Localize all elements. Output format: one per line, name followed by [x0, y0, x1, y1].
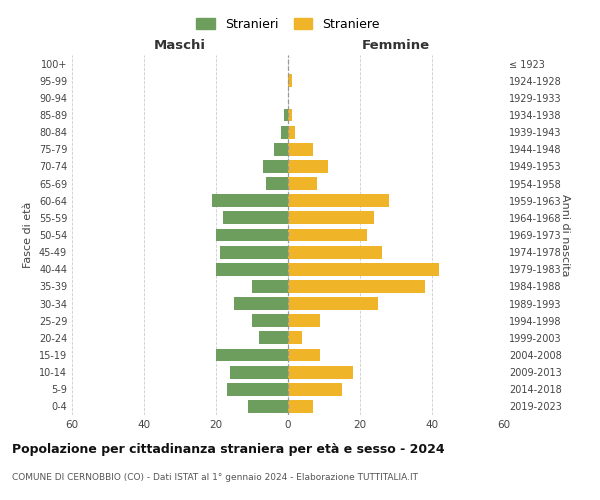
Text: Femmine: Femmine — [362, 38, 430, 52]
Bar — [288, 383, 342, 396]
Text: COMUNE DI CERNOBBIO (CO) - Dati ISTAT al 1° gennaio 2024 - Elaborazione TUTTITAL: COMUNE DI CERNOBBIO (CO) - Dati ISTAT al… — [12, 472, 418, 482]
Bar — [288, 400, 313, 413]
Text: Popolazione per cittadinanza straniera per età e sesso - 2024: Popolazione per cittadinanza straniera p… — [12, 442, 445, 456]
Legend: Stranieri, Straniere: Stranieri, Straniere — [193, 14, 383, 34]
Bar — [288, 246, 382, 258]
Bar — [288, 314, 320, 327]
Bar — [288, 280, 425, 293]
Bar — [252, 280, 288, 293]
Bar — [216, 348, 288, 362]
Bar — [216, 263, 288, 276]
Bar — [274, 143, 288, 156]
Bar — [212, 194, 288, 207]
Bar — [288, 332, 302, 344]
Bar — [288, 74, 292, 87]
Bar — [248, 400, 288, 413]
Bar — [263, 160, 288, 173]
Text: Maschi: Maschi — [154, 38, 206, 52]
Bar — [284, 108, 288, 122]
Bar — [288, 297, 378, 310]
Bar — [234, 297, 288, 310]
Bar — [288, 366, 353, 378]
Y-axis label: Anni di nascita: Anni di nascita — [560, 194, 570, 276]
Bar — [227, 383, 288, 396]
Bar — [266, 177, 288, 190]
Bar — [288, 348, 320, 362]
Bar — [259, 332, 288, 344]
Bar — [252, 314, 288, 327]
Bar — [223, 212, 288, 224]
Bar — [216, 228, 288, 241]
Bar — [230, 366, 288, 378]
Bar — [288, 228, 367, 241]
Bar — [288, 177, 317, 190]
Bar — [288, 126, 295, 138]
Bar — [288, 160, 328, 173]
Bar — [288, 263, 439, 276]
Bar — [288, 108, 292, 122]
Bar — [288, 212, 374, 224]
Bar — [288, 194, 389, 207]
Bar — [220, 246, 288, 258]
Y-axis label: Fasce di età: Fasce di età — [23, 202, 33, 268]
Bar — [281, 126, 288, 138]
Bar — [288, 143, 313, 156]
